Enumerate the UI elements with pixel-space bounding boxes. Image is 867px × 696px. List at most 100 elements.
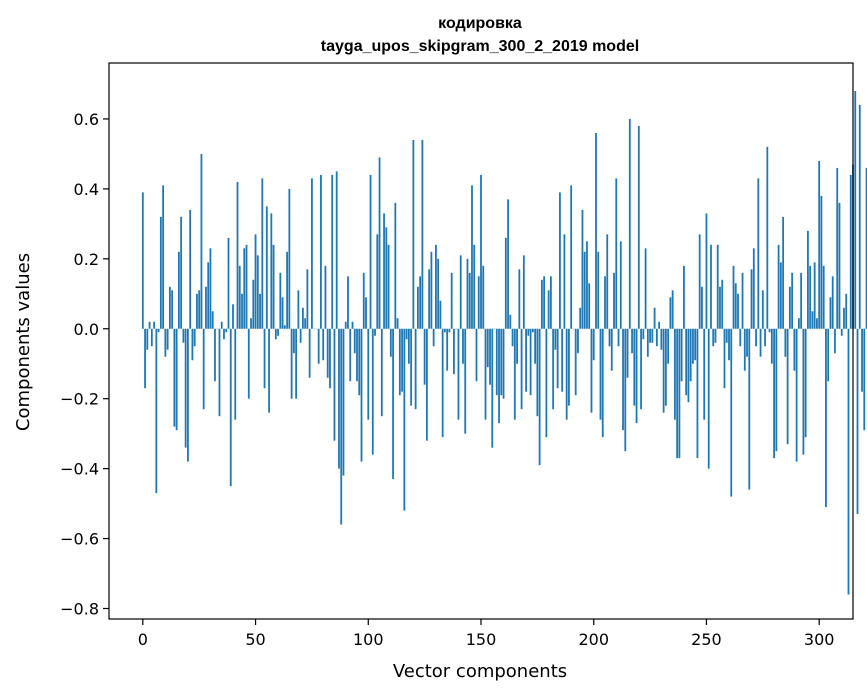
bar-71 xyxy=(301,307,304,329)
bar-282 xyxy=(777,244,780,329)
bar-53 xyxy=(261,178,264,329)
bar-116 xyxy=(403,328,406,511)
bar-307 xyxy=(834,328,836,354)
bar-192 xyxy=(574,328,577,396)
bar-239 xyxy=(680,328,683,382)
bar-177 xyxy=(540,279,543,329)
bar-219 xyxy=(635,328,638,424)
bar-195 xyxy=(581,209,584,329)
bar-75 xyxy=(311,178,313,329)
bar-48 xyxy=(250,318,252,329)
bar-131 xyxy=(437,258,440,329)
bar-292 xyxy=(800,272,803,329)
bar-244 xyxy=(692,328,694,364)
bar-309 xyxy=(838,202,841,329)
bar-6 xyxy=(155,328,158,494)
bar-248 xyxy=(701,286,703,329)
bar-102 xyxy=(371,328,374,455)
bar-277 xyxy=(766,146,769,329)
bar-2 xyxy=(146,328,149,350)
bar-276 xyxy=(764,328,766,347)
bar-213 xyxy=(622,328,624,431)
bar-260 xyxy=(728,328,730,361)
bar-218 xyxy=(633,328,636,406)
bar-206 xyxy=(606,234,609,329)
bar-137 xyxy=(450,272,453,329)
bar-69 xyxy=(297,290,300,329)
bar-162 xyxy=(507,199,509,329)
bar-159 xyxy=(500,328,503,396)
bar-123 xyxy=(419,276,422,329)
x-tick-label: 200 xyxy=(578,630,609,649)
bar-227 xyxy=(653,307,656,329)
bar-297 xyxy=(811,311,814,329)
y-tick-label: 0.0 xyxy=(74,320,99,339)
bar-280 xyxy=(773,328,775,459)
bar-189 xyxy=(568,328,570,406)
bar-224 xyxy=(646,328,649,357)
chart-subtitle: tayga_upos_skipgram_300_2_2019 model xyxy=(321,38,639,55)
bar-247 xyxy=(698,234,701,329)
bar-51 xyxy=(256,255,259,329)
bar-19 xyxy=(184,328,187,448)
bar-49 xyxy=(252,279,255,329)
bar-199 xyxy=(590,328,593,413)
x-tick-label: 150 xyxy=(466,630,497,649)
bar-9 xyxy=(162,185,165,329)
bar-108 xyxy=(385,227,388,329)
bar-294 xyxy=(804,328,807,438)
bar-60 xyxy=(277,328,279,336)
bar-15 xyxy=(175,328,178,431)
bar-73 xyxy=(306,269,309,329)
y-axis: −0.8 −0.6 −0.4 −0.2 0.0 0.2 0.4 0.6 xyxy=(60,110,109,619)
bar-263 xyxy=(734,283,737,329)
bar-264 xyxy=(737,293,739,329)
bar-154 xyxy=(489,328,491,385)
bar-30 xyxy=(209,248,212,329)
bar-253 xyxy=(712,328,715,347)
bar-128 xyxy=(430,251,433,329)
bar-216 xyxy=(628,118,631,329)
bar-86 xyxy=(335,171,338,329)
bar-165 xyxy=(513,328,516,420)
bar-225 xyxy=(649,328,651,343)
bar-229 xyxy=(658,321,661,329)
bar-8 xyxy=(159,216,162,329)
bar-56 xyxy=(268,328,270,413)
bar-18 xyxy=(182,328,185,343)
x-tick-label: 50 xyxy=(245,630,265,649)
bar-167 xyxy=(518,269,521,329)
bar-298 xyxy=(813,262,816,329)
bar-175 xyxy=(536,328,539,417)
bar-233 xyxy=(667,328,670,364)
bar-241 xyxy=(685,328,688,396)
bar-179 xyxy=(545,328,548,438)
bar-152 xyxy=(484,328,487,420)
bar-64 xyxy=(286,251,289,329)
bar-250 xyxy=(705,213,708,329)
x-tick-label: 300 xyxy=(804,630,835,649)
bar-150 xyxy=(480,174,482,329)
bar-317 xyxy=(856,328,859,515)
bar-283 xyxy=(779,262,782,329)
bar-12 xyxy=(168,286,171,329)
bar-289 xyxy=(793,328,796,371)
bar-245 xyxy=(694,328,697,361)
bar-122 xyxy=(416,286,419,329)
bar-65 xyxy=(288,188,291,329)
bar-295 xyxy=(807,230,809,329)
bar-312 xyxy=(845,293,848,329)
bar-111 xyxy=(392,328,394,480)
bar-121 xyxy=(414,328,417,410)
bar-36 xyxy=(223,328,225,340)
bar-310 xyxy=(840,328,843,336)
bar-91 xyxy=(347,276,349,329)
bar-157 xyxy=(495,328,498,396)
bar-136 xyxy=(448,328,451,333)
bar-287 xyxy=(788,286,791,329)
bar-35 xyxy=(220,321,223,329)
bar-169 xyxy=(522,255,525,329)
bar-286 xyxy=(786,328,789,445)
bar-54 xyxy=(263,328,266,389)
